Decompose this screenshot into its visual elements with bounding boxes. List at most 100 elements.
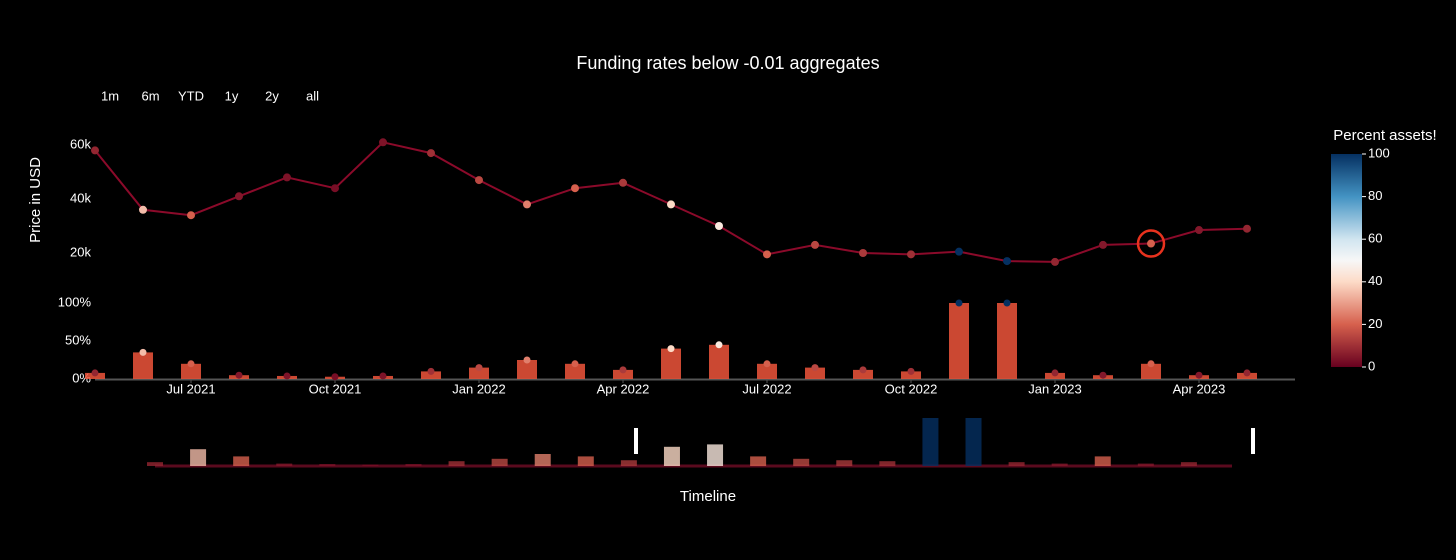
bar-point — [1147, 360, 1155, 368]
y-tick-label: 40k — [70, 190, 91, 205]
bar-point — [619, 366, 627, 374]
slider-bar — [1180, 462, 1197, 466]
y-tick-label: 50% — [65, 332, 91, 347]
price-point — [1003, 257, 1011, 266]
bar-point — [763, 360, 771, 368]
price-point — [427, 149, 435, 158]
bar-point — [907, 367, 915, 375]
price-point — [907, 250, 915, 259]
bar — [133, 352, 153, 379]
price-point — [283, 173, 291, 182]
bar-point — [1099, 371, 1107, 379]
bar-point — [91, 369, 99, 377]
range-button[interactable]: 1m — [101, 88, 119, 103]
price-point — [667, 200, 675, 209]
price-point — [139, 205, 147, 214]
bar-point — [475, 364, 483, 372]
range-button[interactable]: YTD — [178, 88, 204, 103]
price-point — [475, 176, 483, 185]
slider-bar — [276, 463, 293, 466]
x-axis-label: Timeline — [680, 488, 736, 505]
slider-handle[interactable] — [1251, 428, 1255, 454]
slider-bar — [836, 460, 853, 466]
bar-point — [667, 345, 675, 353]
price-point — [859, 249, 867, 257]
bar — [757, 363, 777, 379]
price-point — [379, 138, 387, 147]
range-button[interactable]: 1y — [225, 88, 239, 103]
colorbar-title: Percent assets! — [1333, 127, 1436, 144]
slider-bar — [750, 456, 767, 466]
bar — [181, 363, 201, 379]
x-tick-label: Jan 2023 — [1028, 381, 1082, 396]
colorbar-tick-label: 20 — [1368, 316, 1382, 331]
chart-title: Funding rates below -0.01 aggregates — [576, 53, 879, 73]
y-tick-label: 20k — [70, 244, 91, 259]
slider-bar — [620, 460, 637, 466]
slider-bar — [922, 418, 939, 466]
slider-bar — [534, 454, 551, 466]
bar — [517, 360, 537, 379]
slider-bar — [793, 458, 810, 466]
slider-bar — [319, 464, 336, 466]
price-point — [1099, 240, 1107, 249]
slider-bar — [190, 449, 207, 466]
bar-point — [715, 341, 723, 349]
bar — [613, 369, 633, 379]
slider-handle[interactable] — [634, 428, 638, 454]
y-tick-label: 100% — [58, 294, 92, 309]
x-tick-label: Apr 2023 — [1173, 381, 1226, 396]
price-point — [1195, 226, 1203, 235]
bar-point — [379, 372, 387, 380]
slider-bar — [448, 461, 465, 466]
colorbar — [1331, 154, 1362, 367]
bar-point — [1051, 369, 1059, 377]
price-point — [619, 178, 627, 187]
price-point — [811, 240, 819, 249]
bar-point — [1003, 299, 1011, 307]
range-button[interactable]: 2y — [265, 88, 279, 103]
x-tick-label: Oct 2021 — [309, 381, 362, 396]
bar — [853, 369, 873, 379]
bar-point — [1195, 371, 1203, 379]
slider-bar — [1094, 456, 1111, 466]
slider-bar — [1008, 462, 1025, 466]
price-point — [331, 184, 339, 193]
bar — [1141, 363, 1161, 379]
range-button[interactable]: 6m — [141, 88, 159, 103]
colorbar-tick-label: 40 — [1368, 273, 1382, 288]
bar-point — [1243, 369, 1251, 377]
bar — [997, 303, 1017, 379]
slider-bar — [147, 462, 163, 466]
price-point — [523, 200, 531, 209]
bar — [709, 344, 729, 379]
colorbar-tick-label: 0 — [1368, 358, 1375, 373]
colorbar-tick-label: 80 — [1368, 188, 1382, 203]
bar — [949, 303, 969, 379]
price-point — [235, 192, 243, 201]
bar-point — [283, 372, 291, 380]
range-button[interactable]: all — [306, 88, 319, 103]
price-point — [1243, 224, 1251, 233]
bar — [421, 371, 441, 379]
bar — [565, 363, 585, 379]
bar-point — [955, 299, 963, 307]
bar-point — [331, 373, 339, 381]
slider-bar — [1137, 463, 1154, 466]
bar-point — [427, 367, 435, 375]
y-axis-label: Price in USD — [27, 157, 44, 243]
bar-point — [523, 356, 531, 364]
price-point — [91, 146, 99, 155]
x-tick-label: Jul 2021 — [166, 381, 215, 396]
price-point — [571, 184, 579, 193]
bar-point — [235, 371, 243, 379]
slider-bar — [663, 446, 680, 466]
bar-point — [859, 366, 867, 374]
slider-bar — [577, 456, 594, 466]
x-tick-label: Apr 2022 — [597, 381, 650, 396]
slider-bar — [1051, 463, 1068, 466]
x-tick-label: Jan 2022 — [452, 381, 506, 396]
price-point — [715, 222, 723, 230]
x-tick-label: Oct 2022 — [885, 381, 938, 396]
